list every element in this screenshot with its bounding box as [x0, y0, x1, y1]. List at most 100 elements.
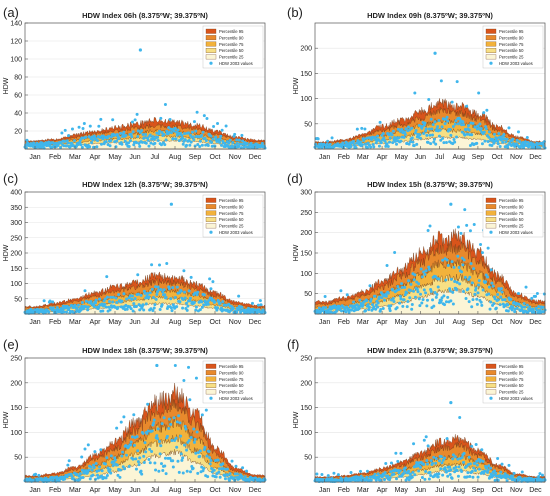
hdw-2003-point: [444, 300, 448, 304]
hdw-2003-point: [90, 141, 94, 145]
hdw-2003-point: [216, 122, 220, 126]
hdw-2003-point: [397, 136, 401, 140]
hdw-2003-point: [477, 279, 481, 283]
x-tick-label: Mar: [357, 319, 370, 326]
hdw-2003-point: [170, 439, 174, 443]
x-tick-label: Aug: [169, 319, 182, 326]
hdw-2003-point: [357, 306, 361, 310]
hdw-2003-point: [446, 295, 450, 299]
x-tick-label: Jul: [435, 319, 444, 326]
hdw-2003-point: [480, 251, 484, 255]
legend-label-p75: Percentile 75: [499, 211, 524, 216]
hdw-2003-point: [128, 139, 132, 143]
hdw-2003-point: [70, 141, 74, 145]
hdw-2003-peak-point: [155, 363, 159, 368]
hdw-2003-point: [496, 298, 500, 302]
chart-title: HDW Index 15h (8.375ºW; 39.375ºN): [367, 180, 493, 189]
hdw-2003-point: [192, 301, 196, 305]
hdw-2003-point: [480, 448, 484, 452]
hdw-2003-point: [389, 461, 393, 465]
hdw-2003-point: [79, 143, 83, 147]
hdw-2003-point: [147, 144, 151, 148]
y-axis-label: HDW: [293, 77, 300, 94]
hdw-2003-point: [176, 128, 180, 132]
hdw-2003-point: [372, 145, 376, 149]
x-tick-label: Feb: [49, 487, 61, 494]
hdw-2003-point: [399, 451, 403, 455]
hdw-2003-point: [496, 478, 500, 482]
hdw-2003-point: [445, 258, 449, 262]
hdw-2003-point: [398, 469, 402, 473]
hdw-2003-point: [400, 285, 404, 289]
hdw-2003-point: [424, 127, 428, 131]
hdw-2003-point: [105, 295, 109, 299]
hdw-2003-point: [503, 137, 507, 141]
x-tick-label: Apr: [90, 487, 102, 494]
hdw-2003-point: [460, 256, 464, 260]
hdw-2003-point: [59, 145, 63, 149]
hdw-2003-point: [355, 127, 359, 131]
hdw-2003-point: [471, 298, 475, 302]
hdw-2003-point: [383, 298, 387, 302]
hdw-2003-point: [240, 305, 244, 309]
hdw-2003-point: [169, 131, 173, 135]
hdw-2003-point: [97, 124, 101, 128]
x-tick-label: Apr: [377, 154, 389, 161]
hdw-2003-point: [320, 473, 324, 477]
hdw-2003-point: [192, 120, 196, 124]
legend-swatch-p25: [205, 54, 217, 60]
y-tick-label: 200: [10, 380, 22, 387]
hdw-2003-point: [127, 141, 131, 145]
hdw-2003-point: [81, 475, 85, 479]
x-tick-label: May: [395, 154, 409, 161]
hdw-2003-point: [455, 468, 459, 472]
legend-swatch-p95: [205, 197, 217, 203]
hdw-2003-point: [518, 140, 522, 144]
hdw-2003-point: [127, 145, 131, 149]
hdw-2003-point: [152, 421, 156, 425]
hdw-2003-point: [163, 464, 167, 468]
legend-swatch-p90: [205, 204, 217, 210]
hdw-2003-point: [338, 305, 342, 309]
hdw-2003-point: [239, 146, 243, 150]
hdw-2003-point: [135, 112, 139, 116]
hdw-2003-point: [450, 100, 454, 104]
hdw-2003-point: [231, 145, 235, 149]
hdw-2003-point: [158, 263, 162, 267]
hdw-2003-point: [476, 124, 480, 128]
hdw-2003-point: [496, 142, 500, 146]
x-tick-label: Oct: [210, 487, 221, 494]
hdw-2003-point: [209, 134, 213, 138]
hdw-2003-point: [84, 135, 88, 139]
hdw-2003-point: [376, 134, 380, 138]
hdw-2003-point: [144, 302, 148, 306]
hdw-2003-point: [358, 477, 362, 481]
hdw-2003-point: [204, 408, 208, 412]
hdw-2003-point: [259, 303, 263, 307]
hdw-2003-point: [405, 305, 409, 309]
hdw-2003-point: [443, 456, 447, 460]
hdw-2003-point: [449, 468, 453, 472]
hdw-2003-point: [63, 477, 67, 481]
hdw-2003-point: [165, 434, 169, 438]
x-tick-label: Apr: [377, 487, 389, 494]
hdw-2003-point: [107, 134, 111, 138]
hdw-2003-point: [51, 300, 55, 304]
hdw-2003-point: [479, 458, 483, 462]
hdw-2003-point: [40, 141, 44, 145]
hdw-2003-point: [63, 139, 67, 143]
hdw-2003-point: [198, 144, 202, 148]
hdw-2003-point: [407, 125, 411, 129]
hdw-2003-point: [120, 299, 124, 303]
legend-swatch-points: [209, 396, 213, 400]
hdw-2003-point: [206, 475, 210, 479]
hdw-2003-point: [119, 468, 123, 472]
hdw-2003-point: [169, 297, 173, 301]
hdw-2003-point: [454, 119, 458, 123]
hdw-2003-point: [443, 466, 447, 470]
hdw-2003-point: [396, 127, 400, 131]
hdw-2003-point: [396, 284, 400, 288]
hdw-2003-point: [237, 294, 241, 298]
hdw-2003-point: [316, 137, 320, 141]
hdw-2003-point: [432, 137, 436, 141]
